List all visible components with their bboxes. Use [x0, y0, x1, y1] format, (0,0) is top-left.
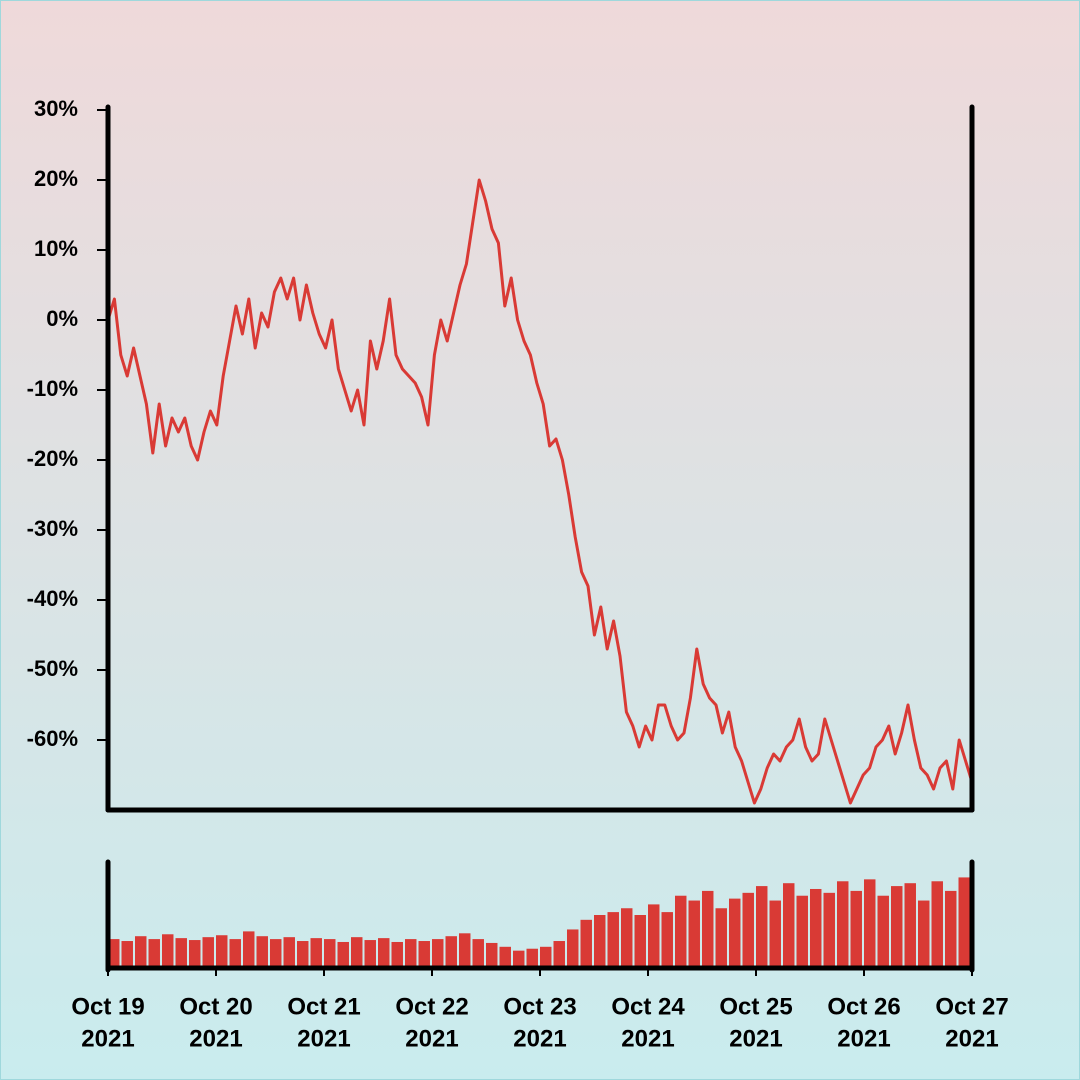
- y-tick-label: 0%: [46, 306, 78, 331]
- volume-bar: [432, 939, 444, 968]
- volume-bar: [324, 939, 336, 968]
- volume-bar: [405, 939, 417, 968]
- volume-bar: [283, 937, 295, 968]
- volume-bar: [337, 941, 349, 968]
- volume-bar: [472, 939, 484, 968]
- volume-bar: [702, 890, 714, 968]
- volume-bar: [135, 936, 147, 968]
- volume-bar: [270, 939, 282, 968]
- volume-bar: [513, 950, 525, 968]
- x-tick-label: 2021: [945, 1025, 998, 1052]
- volume-bar: [297, 941, 309, 968]
- volume-bar: [121, 941, 133, 968]
- volume-bar: [580, 919, 592, 968]
- x-tick-label: Oct 23: [503, 993, 576, 1020]
- volume-bar: [445, 936, 457, 968]
- volume-bar: [945, 890, 957, 968]
- volume-bar: [769, 900, 781, 968]
- x-tick-label: Oct 25: [719, 993, 792, 1020]
- volume-bar: [783, 883, 795, 968]
- y-tick-label: -40%: [27, 586, 78, 611]
- volume-bar: [634, 915, 646, 968]
- y-tick-label: -60%: [27, 726, 78, 751]
- volume-bar: [958, 877, 970, 968]
- volume-bar: [742, 892, 754, 968]
- volume-bar: [391, 941, 403, 968]
- volume-bar: [229, 939, 241, 968]
- plot-layer: 30% 20% 10% 0% -10% -20% -30% -40% -50% -60% Oct 1…: [27, 96, 1009, 1053]
- x-tick-label: Oct 24: [611, 993, 685, 1020]
- volume-bar: [243, 931, 255, 968]
- x-tick-label: 2021: [189, 1025, 242, 1052]
- y-tick-label: -50%: [27, 656, 78, 681]
- volume-bar: [378, 938, 390, 968]
- price-line: [106, 178, 974, 805]
- x-tick-label: 2021: [513, 1025, 566, 1052]
- volume-bar: [108, 939, 120, 968]
- volume-bar: [499, 946, 511, 968]
- x-tick-label: 2021: [297, 1025, 350, 1052]
- volume-bar: [594, 915, 606, 968]
- volume-bar: [310, 938, 322, 968]
- volume-bar: [796, 895, 808, 968]
- x-tick-label: 2021: [81, 1025, 134, 1052]
- volume-bar: [162, 934, 174, 968]
- y-tick-label: -30%: [27, 516, 78, 541]
- x-tick-label: Oct 27: [935, 993, 1008, 1020]
- volume-bar: [837, 881, 849, 968]
- x-tick-label: 2021: [729, 1025, 782, 1052]
- volume-bar: [351, 937, 363, 968]
- y-tick-label: -20%: [27, 446, 78, 471]
- volume-bar: [567, 929, 579, 968]
- volume-bar: [621, 908, 633, 968]
- volume-bar: [715, 908, 727, 968]
- y-tick-label: 20%: [34, 166, 78, 191]
- volume-bar: [688, 900, 700, 968]
- volume-bar: [729, 898, 741, 968]
- x-tick-label: 2021: [621, 1025, 674, 1052]
- x-tick-label: Oct 20: [179, 993, 252, 1020]
- volume-bar: [675, 895, 687, 968]
- volume-bar: [918, 900, 930, 968]
- y-tick-label: 30%: [34, 96, 78, 121]
- volume-bar: [189, 940, 201, 968]
- volume-bar: [540, 946, 552, 968]
- x-tick-label: 2021: [837, 1025, 890, 1052]
- volume-bar: [364, 940, 376, 968]
- volume-bar: [877, 895, 889, 968]
- volume-bar: [810, 888, 822, 968]
- volume-bar: [256, 936, 268, 968]
- volume-bar: [661, 912, 673, 968]
- volume-bar: [148, 939, 160, 968]
- volume-bar: [648, 904, 660, 968]
- volume-bar: [202, 937, 214, 968]
- volume-bar: [418, 941, 430, 968]
- volume-bar: [175, 938, 187, 968]
- volume-bar: [904, 883, 916, 968]
- volume-bar: [526, 948, 538, 968]
- volume-bar: [850, 890, 862, 968]
- volume-bar: [931, 881, 943, 968]
- volume-bar: [607, 912, 619, 968]
- x-tick-label: 2021: [405, 1025, 458, 1052]
- volume-bar: [216, 935, 228, 968]
- volume-bar: [891, 886, 903, 968]
- volume-bar: [756, 886, 768, 968]
- volume-bar: [486, 942, 498, 968]
- volume-bar: [459, 933, 471, 968]
- x-tick-label: Oct 19: [71, 993, 144, 1020]
- y-tick-label: -10%: [27, 376, 78, 401]
- x-tick-label: Oct 22: [395, 993, 468, 1020]
- volume-bar: [553, 941, 565, 968]
- axes: [105, 104, 975, 973]
- volume-bar: [823, 892, 835, 968]
- x-tick-label: Oct 21: [287, 993, 360, 1020]
- volume-bar: [864, 879, 876, 968]
- y-tick-label: 10%: [34, 236, 78, 261]
- x-tick-label: Oct 26: [827, 993, 900, 1020]
